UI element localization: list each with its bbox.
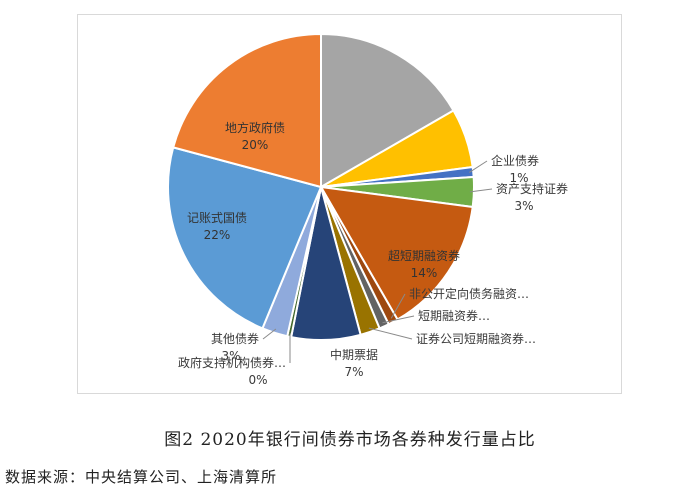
- slice-percent-12: 20%: [242, 138, 269, 152]
- leader-line-3: [469, 188, 493, 193]
- slice-percent-11: 22%: [204, 228, 231, 242]
- slice-label-5: 非公开定向债务融资…: [409, 286, 529, 301]
- leader-line-7: [368, 327, 413, 340]
- slice-percent-10: 3%: [221, 349, 240, 363]
- slice-percent-4: 14%: [411, 266, 438, 280]
- figure-caption: 图2 2020年银行间债券市场各券种发行量占比: [164, 430, 536, 450]
- pie-slice-12: [171, 32, 322, 189]
- pie-slice-4: [319, 185, 474, 321]
- leader-line-10: [262, 328, 277, 340]
- slice-percent-9: 0%: [248, 373, 267, 387]
- slice-label-9: 政府支持机构债券…: [178, 355, 286, 370]
- slice-label-2: 企业债券: [491, 153, 539, 168]
- slice-label-6: 短期融资券…: [418, 308, 490, 323]
- slice-label-11: 记账式国债: [187, 211, 247, 225]
- slice-percent-2: 1%: [509, 171, 528, 185]
- slice-percent-8: 7%: [344, 365, 363, 379]
- source-note: 数据来源：中央结算公司、上海清算所: [5, 468, 278, 486]
- pie-slice-11: [166, 146, 323, 330]
- slice-label-10: 其他债券: [211, 331, 259, 346]
- slice-label-8: 中期票据: [330, 347, 378, 362]
- pie-slice-0: [320, 32, 455, 189]
- slice-label-3: 资产支持证券: [496, 181, 568, 196]
- leader-line-5: [390, 293, 406, 319]
- slice-percent-3: 3%: [514, 199, 533, 213]
- pie-chart: 政策性银行债16%商业银行债券6%企业债券1%资产支持证券3%超短期融资券14%…: [166, 32, 568, 387]
- slice-label-7: 证券公司短期融资券…: [416, 331, 536, 346]
- slice-label-4: 超短期融资券: [388, 248, 460, 263]
- slice-label-12: 地方政府债: [225, 120, 285, 135]
- leader-line-2: [469, 160, 488, 173]
- leader-line-6: [382, 315, 415, 324]
- chart-frame: 政策性银行债16%商业银行债券6%企业债券1%资产支持证券3%超短期融资券14%…: [77, 14, 622, 394]
